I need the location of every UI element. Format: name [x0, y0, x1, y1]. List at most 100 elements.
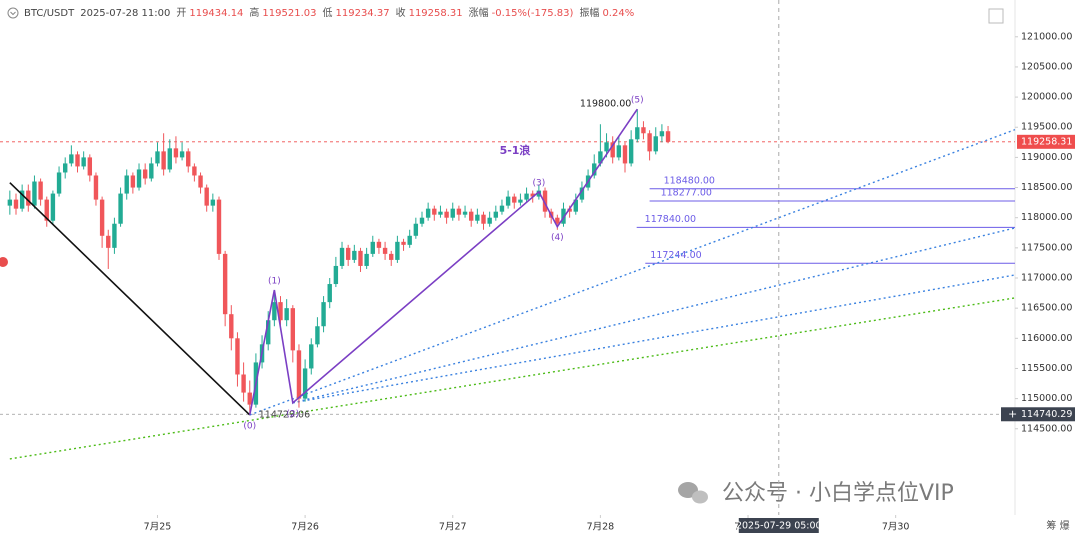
marker-price-box: [1001, 407, 1075, 422]
y-tick-label: 114500.00: [1021, 423, 1072, 434]
candle-body: [13, 199, 19, 209]
candle-body: [364, 253, 369, 266]
candle-body: [641, 127, 646, 134]
x-tick-label: 7月25: [144, 522, 172, 533]
wave-label: (5): [631, 96, 644, 106]
level-label: 117840.00: [645, 214, 696, 225]
candle-body: [444, 211, 449, 218]
crosshair-box: [738, 518, 819, 533]
candle-body: [419, 217, 425, 224]
last-price-box: [1017, 134, 1075, 149]
candle-body: [598, 151, 603, 164]
trend-line: [249, 128, 1016, 416]
stat-value: 119521.03: [262, 8, 316, 19]
candle-body: [75, 154, 80, 167]
candle-body: [309, 344, 314, 369]
x-tick-label: 7月28: [587, 522, 615, 533]
candle-body: [561, 208, 566, 224]
level-label: 118480.00: [664, 175, 715, 186]
candle-body: [247, 392, 252, 405]
candle-body: [659, 131, 665, 137]
candle-body: [475, 214, 480, 221]
y-tick-label: 116500.00: [1021, 303, 1072, 314]
x-tick-label: 7月27: [439, 522, 467, 533]
candle-body: [524, 193, 529, 200]
candle-body: [204, 187, 209, 206]
candle-body: [235, 338, 240, 375]
candle-body: [481, 214, 486, 224]
stat-label: 收: [396, 6, 406, 19]
candle-body: [81, 157, 86, 167]
candle-body: [179, 151, 185, 158]
candle-body: [567, 208, 572, 212]
corner-text[interactable]: 筹 爆: [1046, 519, 1069, 532]
candle-body: [210, 199, 216, 206]
candle-body: [592, 163, 597, 176]
candle-body: [555, 217, 560, 224]
candle-body: [290, 308, 296, 351]
candle-body: [315, 326, 320, 345]
candle-body: [604, 142, 609, 152]
wave-label: (1): [268, 277, 281, 287]
candle-body: [358, 250, 363, 266]
candle-body: [26, 190, 31, 206]
candle-body: [266, 320, 271, 345]
candle-body: [192, 166, 197, 176]
candle-body: [493, 211, 499, 218]
candle-body: [198, 175, 203, 188]
candle-body: [284, 308, 289, 321]
candle-body: [432, 208, 437, 215]
stat-value: 119434.14: [189, 8, 243, 19]
candle-body: [56, 172, 62, 194]
candle-body: [536, 190, 542, 197]
wave-line: [248, 108, 638, 416]
candle-body: [118, 193, 123, 224]
candle-body: [407, 235, 412, 245]
y-tick-label: 117000.00: [1021, 273, 1072, 284]
candle-body: [167, 148, 172, 170]
candle-body: [395, 241, 400, 260]
candle-body: [573, 199, 578, 212]
candle-body: [112, 223, 117, 248]
level-label: 118277.00: [661, 187, 712, 198]
wave-label: (4): [551, 233, 564, 243]
candle-body: [222, 253, 228, 315]
candle-body: [616, 145, 622, 158]
candle-body: [19, 190, 25, 209]
candle-body: [321, 302, 326, 327]
candle-body: [7, 199, 13, 206]
stat-value: 119234.37: [336, 8, 390, 19]
y-tick-label: 117500.00: [1021, 242, 1072, 253]
candle-body: [469, 211, 474, 221]
stat-value: 119258.31: [409, 8, 463, 19]
candle-body: [425, 208, 431, 218]
candle-body: [142, 169, 148, 179]
candle-body: [370, 241, 375, 254]
candle-body: [216, 199, 222, 254]
candle-body: [272, 302, 277, 321]
candle-body: [155, 151, 160, 164]
last-price-label: 119258.31: [1021, 136, 1072, 147]
candle-body: [229, 314, 234, 339]
candle-body: [99, 199, 105, 236]
collapse-icon[interactable]: [7, 7, 19, 19]
marker-plus: +: [1008, 407, 1017, 420]
candle-body: [622, 145, 628, 164]
candle-body: [173, 148, 179, 158]
candle-body: [93, 175, 99, 200]
candle-body: [278, 302, 283, 321]
fullscreen-icon[interactable]: [988, 8, 1004, 24]
stat-label: 振幅: [579, 6, 599, 19]
candle-body: [450, 208, 455, 218]
y-tick-label: 119000.00: [1021, 152, 1072, 163]
candle-body: [518, 199, 523, 203]
leg-line: [9, 182, 251, 416]
candle-body: [44, 199, 49, 221]
trend-line: [292, 227, 1016, 404]
stat-label: 涨幅: [469, 6, 489, 19]
y-tick-label: 116000.00: [1021, 333, 1072, 344]
candle-body: [499, 205, 505, 212]
side-marker[interactable]: [0, 257, 8, 267]
